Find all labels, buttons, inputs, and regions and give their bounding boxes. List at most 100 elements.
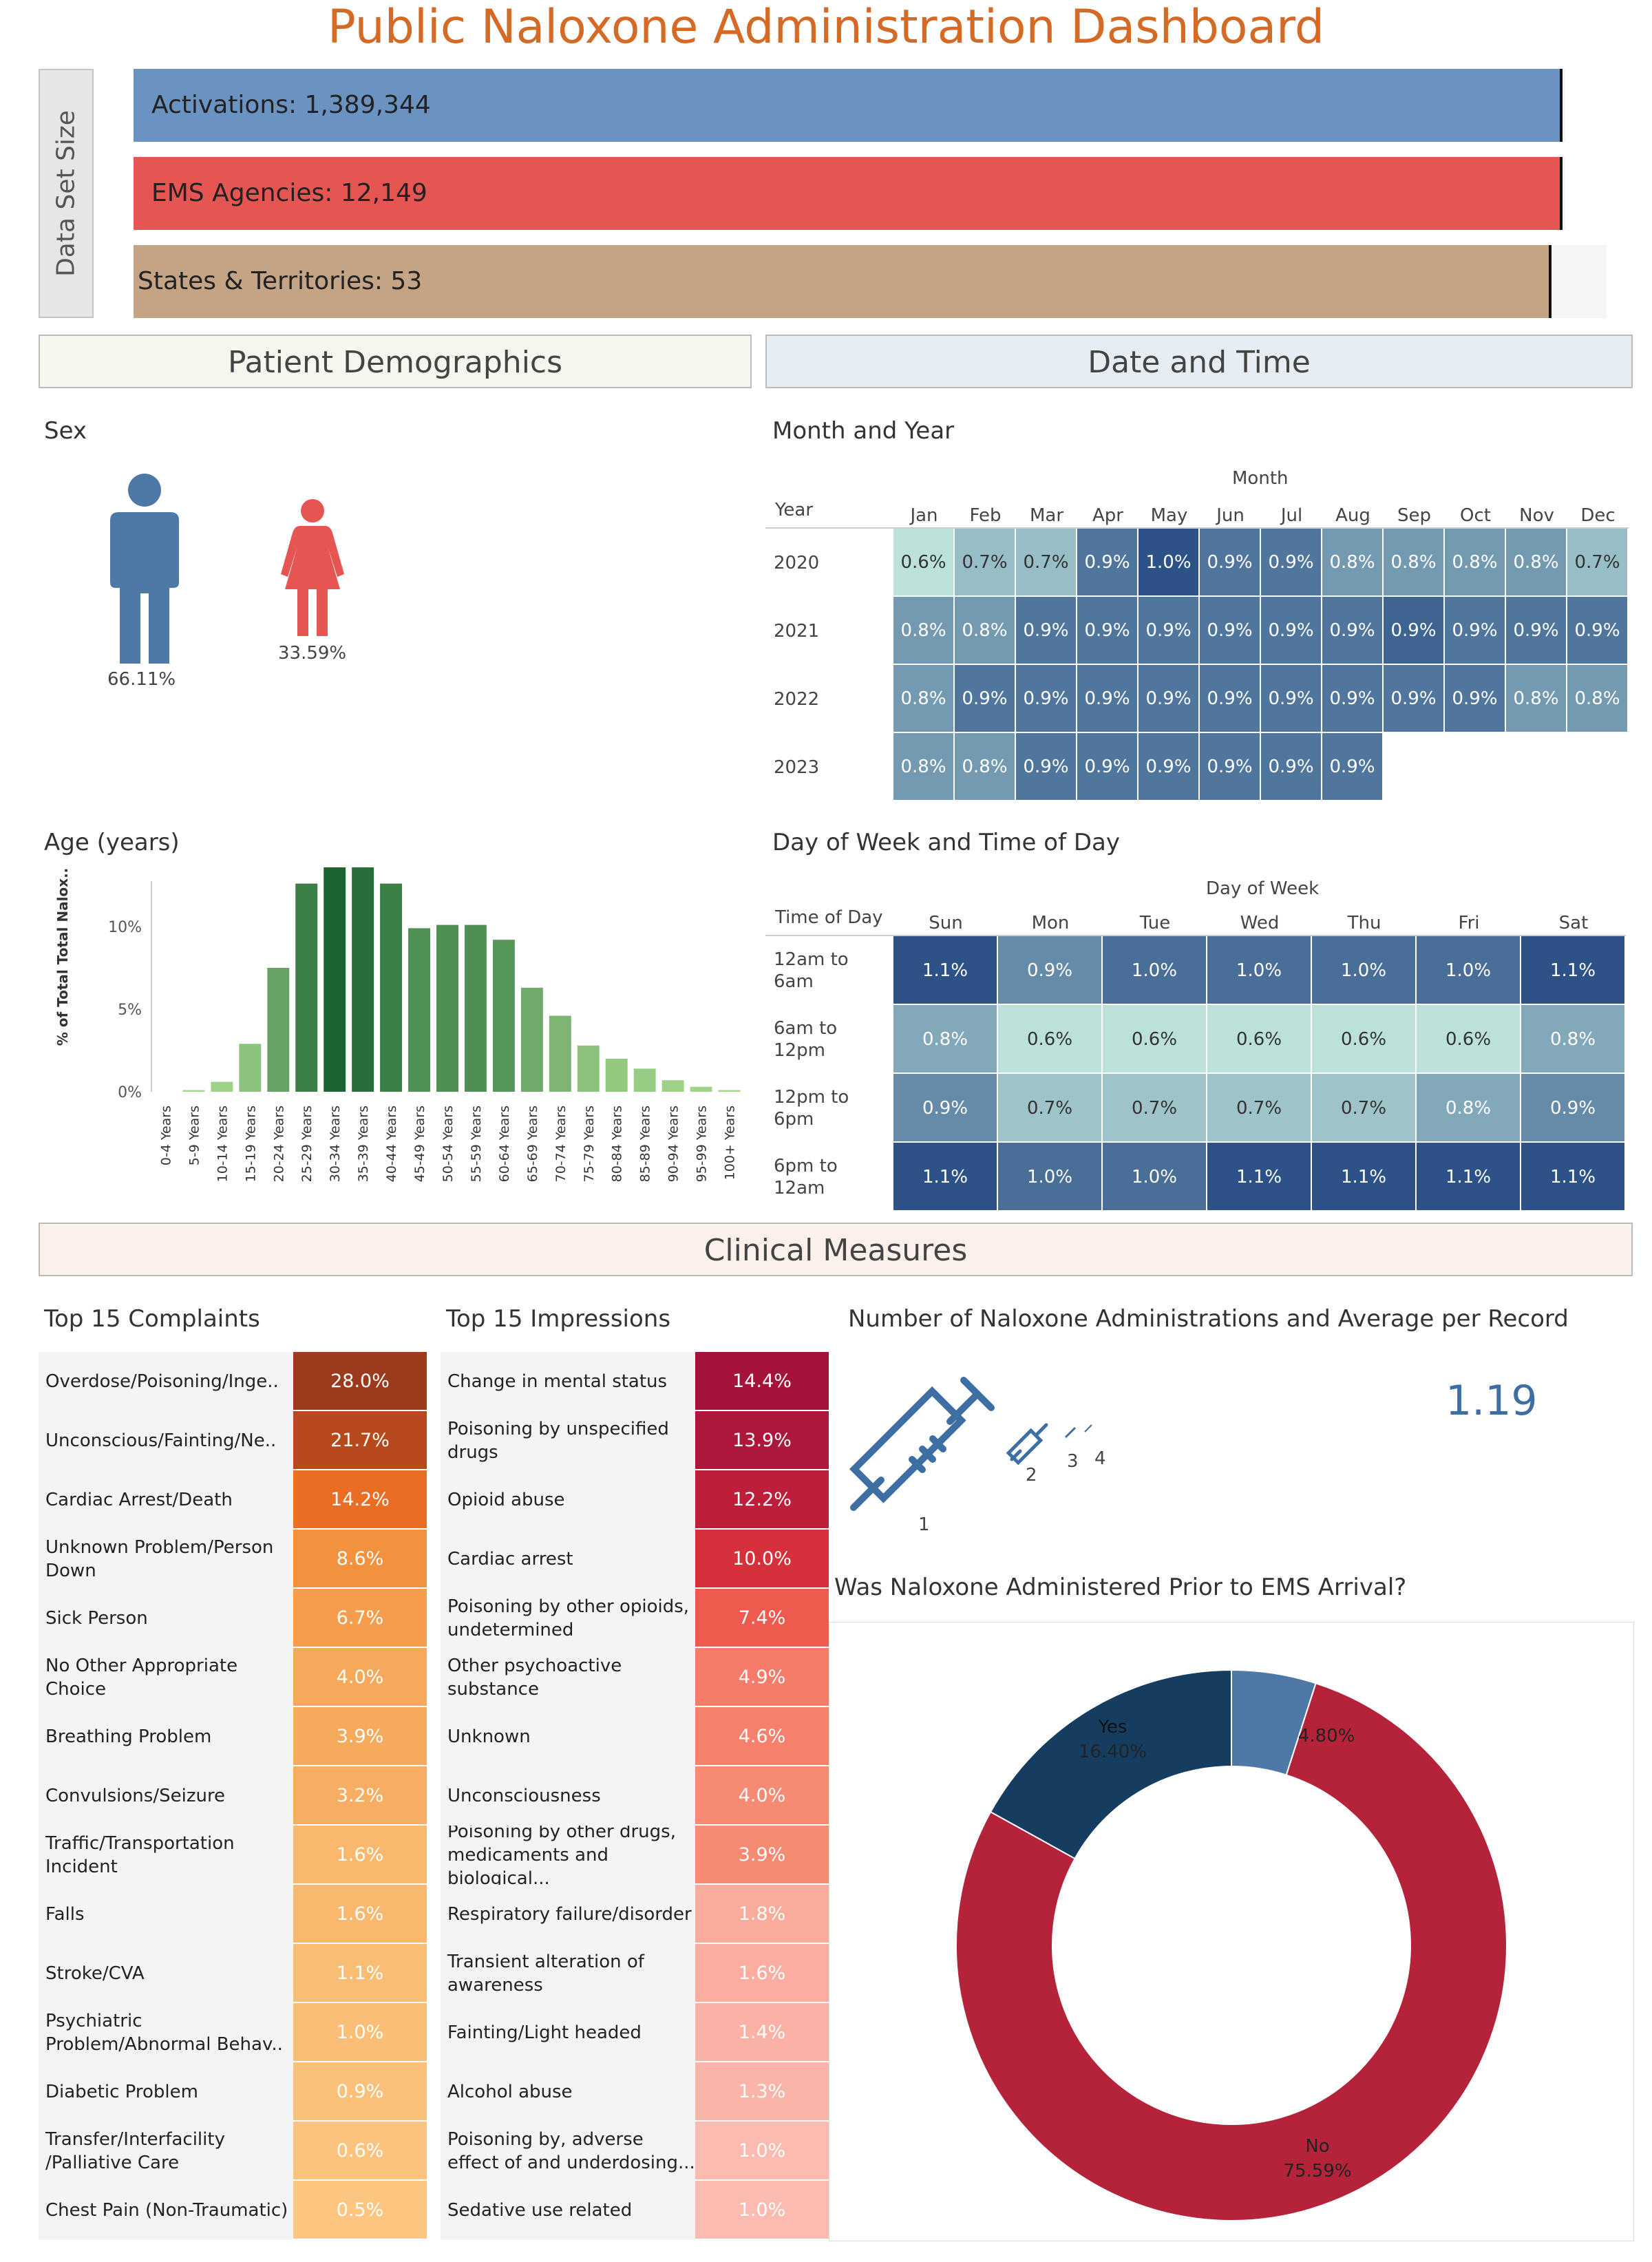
heatmap-cell: 1.1%	[1207, 1143, 1312, 1212]
heatmap-row-label: 2021	[774, 620, 820, 642]
heatmap-cell: 0.9%	[1521, 1074, 1626, 1143]
average-per-record: 1.19	[1446, 1377, 1538, 1425]
heatmap-cell: 0.9%	[1139, 733, 1200, 801]
complaints-table: Overdose/Poisoning/Inge.. 28.0% Unconsciou…	[39, 1352, 427, 2240]
heatmap-cell: 1.0%	[1103, 1143, 1207, 1212]
heatmap-header-rule	[765, 935, 1626, 936]
heatmap-cell: 0.9%	[998, 936, 1103, 1005]
heatmap-cell: 0.6%	[1417, 1005, 1521, 1074]
syringe-medium-icon	[1006, 1423, 1048, 1466]
syringe-icons	[849, 1377, 1092, 1511]
heatmap-column-header: Jul	[1280, 505, 1303, 526]
heatmap-column-header: May	[1150, 505, 1188, 526]
heatmap-cell: 0.8%	[893, 733, 955, 801]
list-item-name: Unconscious/Fainting/Ne..	[45, 1430, 277, 1451]
list-item-value: 1.8%	[695, 1885, 829, 1944]
syringe-label-3: 3	[1067, 1451, 1079, 1472]
list-item-name: Sedative use related	[447, 2200, 633, 2221]
list-item-name: Poisoning by other opioids, undetermined	[447, 1596, 690, 1640]
prior-unknown-percent: 4.80%	[1298, 1726, 1355, 1746]
male-icon	[110, 474, 179, 664]
heatmap-cell: 0.8%	[893, 665, 955, 733]
age-bar	[718, 1090, 741, 1092]
heatmap-cell: 0.8%	[955, 733, 1016, 801]
age-bar	[324, 867, 346, 1092]
prior-yes-percent: 16.40%	[1079, 1742, 1147, 1762]
list-item-value: 14.2%	[293, 1470, 427, 1530]
patient-demographics-header: Patient Demographics	[39, 335, 752, 388]
age-x-tick: 75-79 Years	[582, 1106, 597, 1182]
list-item: Breathing Problem 3.9%	[39, 1707, 427, 1766]
heatmap-cell: 1.0%	[1139, 529, 1200, 597]
heatmap-column-header: Sep	[1397, 505, 1431, 526]
list-item-value: 3.2%	[293, 1766, 427, 1826]
heatmap-cell: 0.8%	[955, 597, 1016, 665]
age-x-tick: 90-94 Years	[666, 1106, 681, 1182]
list-item-name: Psychiatric Problem/Abnormal Behav..	[45, 2011, 283, 2055]
age-x-tick: 25-29 Years	[299, 1106, 315, 1182]
age-bar	[211, 1081, 233, 1092]
age-bar	[577, 1045, 600, 1092]
list-item-value: 12.2%	[695, 1470, 829, 1530]
list-item: Convulsions/Seizure 3.2%	[39, 1766, 427, 1826]
list-item-value: 1.0%	[695, 2181, 829, 2240]
list-item-value: 28.0%	[293, 1352, 427, 1411]
age-bar-chart: % of Total Total Nalox.. 10% 5% 0% 0-4 Yea…	[54, 867, 741, 1182]
list-item-name: Falls	[45, 1904, 85, 1925]
age-y-tick: 5%	[118, 1002, 142, 1019]
list-item-name: Diabetic Problem	[45, 2082, 198, 2102]
age-x-tick: 15-19 Years	[243, 1106, 258, 1182]
syringe-large-icon	[849, 1377, 995, 1511]
month-year-title: Month and Year	[772, 417, 955, 445]
heatmap-cell: 0.9%	[1567, 597, 1629, 665]
list-item-name: Transient alteration of awareness	[447, 1952, 644, 1996]
list-item-value: 1.6%	[293, 1826, 427, 1885]
list-item-value: 14.4%	[695, 1352, 829, 1411]
list-item-name: Convulsions/Seizure	[45, 1786, 226, 1806]
heatmap-cell: 0.8%	[1521, 1005, 1626, 1074]
list-item-name: Cardiac Arrest/Death	[45, 1490, 233, 1510]
list-item-value: 8.6%	[293, 1530, 427, 1589]
age-x-tick: 85-89 Years	[638, 1106, 653, 1182]
activations-bar: Activations: 1,389,344	[134, 69, 1563, 142]
heatmap-cell: 0.8%	[1506, 529, 1567, 597]
list-item: Diabetic Problem 0.9%	[39, 2062, 427, 2122]
age-bar	[633, 1068, 656, 1092]
prior-yes-label: Yes	[1097, 1717, 1127, 1737]
age-x-tick: 45-49 Years	[412, 1106, 427, 1182]
heatmap-column-header: Nov	[1519, 505, 1554, 526]
heatmap-column-header: Feb	[969, 505, 1002, 526]
heatmap-cell: 0.9%	[1200, 597, 1261, 665]
heatmap-cell: 1.1%	[1521, 1143, 1626, 1212]
age-x-tick: 55-59 Years	[469, 1106, 484, 1182]
list-item-value: 3.9%	[293, 1707, 427, 1766]
list-item-name: Overdose/Poisoning/Inge..	[45, 1371, 279, 1392]
month-axis-title: Month	[1232, 468, 1289, 489]
syringe-tiny-icon	[1084, 1424, 1092, 1433]
list-item-value: 1.4%	[695, 2003, 829, 2062]
heatmap-cell: 0.9%	[1139, 597, 1200, 665]
age-bar	[605, 1059, 628, 1092]
age-x-tick: 95-99 Years	[695, 1106, 710, 1182]
list-item-value: 4.0%	[695, 1766, 829, 1826]
list-item: Unknown 4.6%	[441, 1707, 829, 1766]
list-item: Fainting/Light headed 1.4%	[441, 2003, 829, 2062]
list-item: Cardiac Arrest/Death 14.2%	[39, 1470, 427, 1530]
list-item-name: Unconsciousness	[447, 1786, 601, 1806]
heatmap-cell: 0.9%	[1506, 597, 1567, 665]
heatmap-row-label: 2020	[774, 552, 820, 573]
heatmap-cell: 0.9%	[1322, 665, 1384, 733]
page-title: Public Naloxone Administration Dashboard	[327, 0, 1325, 54]
age-bar	[267, 968, 290, 1092]
list-item-name: Change in mental status	[447, 1371, 668, 1392]
heatmap-cell: 0.9%	[1261, 529, 1322, 597]
heatmap-cell: 0.9%	[1077, 597, 1139, 665]
list-item-value: 1.3%	[695, 2062, 829, 2122]
age-x-tick: 70-74 Years	[553, 1106, 569, 1182]
list-item-value: 1.1%	[293, 1944, 427, 2003]
heatmap-cell: 0.9%	[955, 665, 1016, 733]
impressions-table: Change in mental status 14.4% Poisoning by…	[441, 1352, 829, 2240]
month-year-heatmap: Jan Feb Mar Apr May Jun Jul Aug Sep Oct Nov Dec 2020…	[765, 496, 1633, 801]
prior-no-label: No	[1305, 2136, 1329, 2157]
data-set-size-label: Data Set Size	[39, 69, 94, 318]
